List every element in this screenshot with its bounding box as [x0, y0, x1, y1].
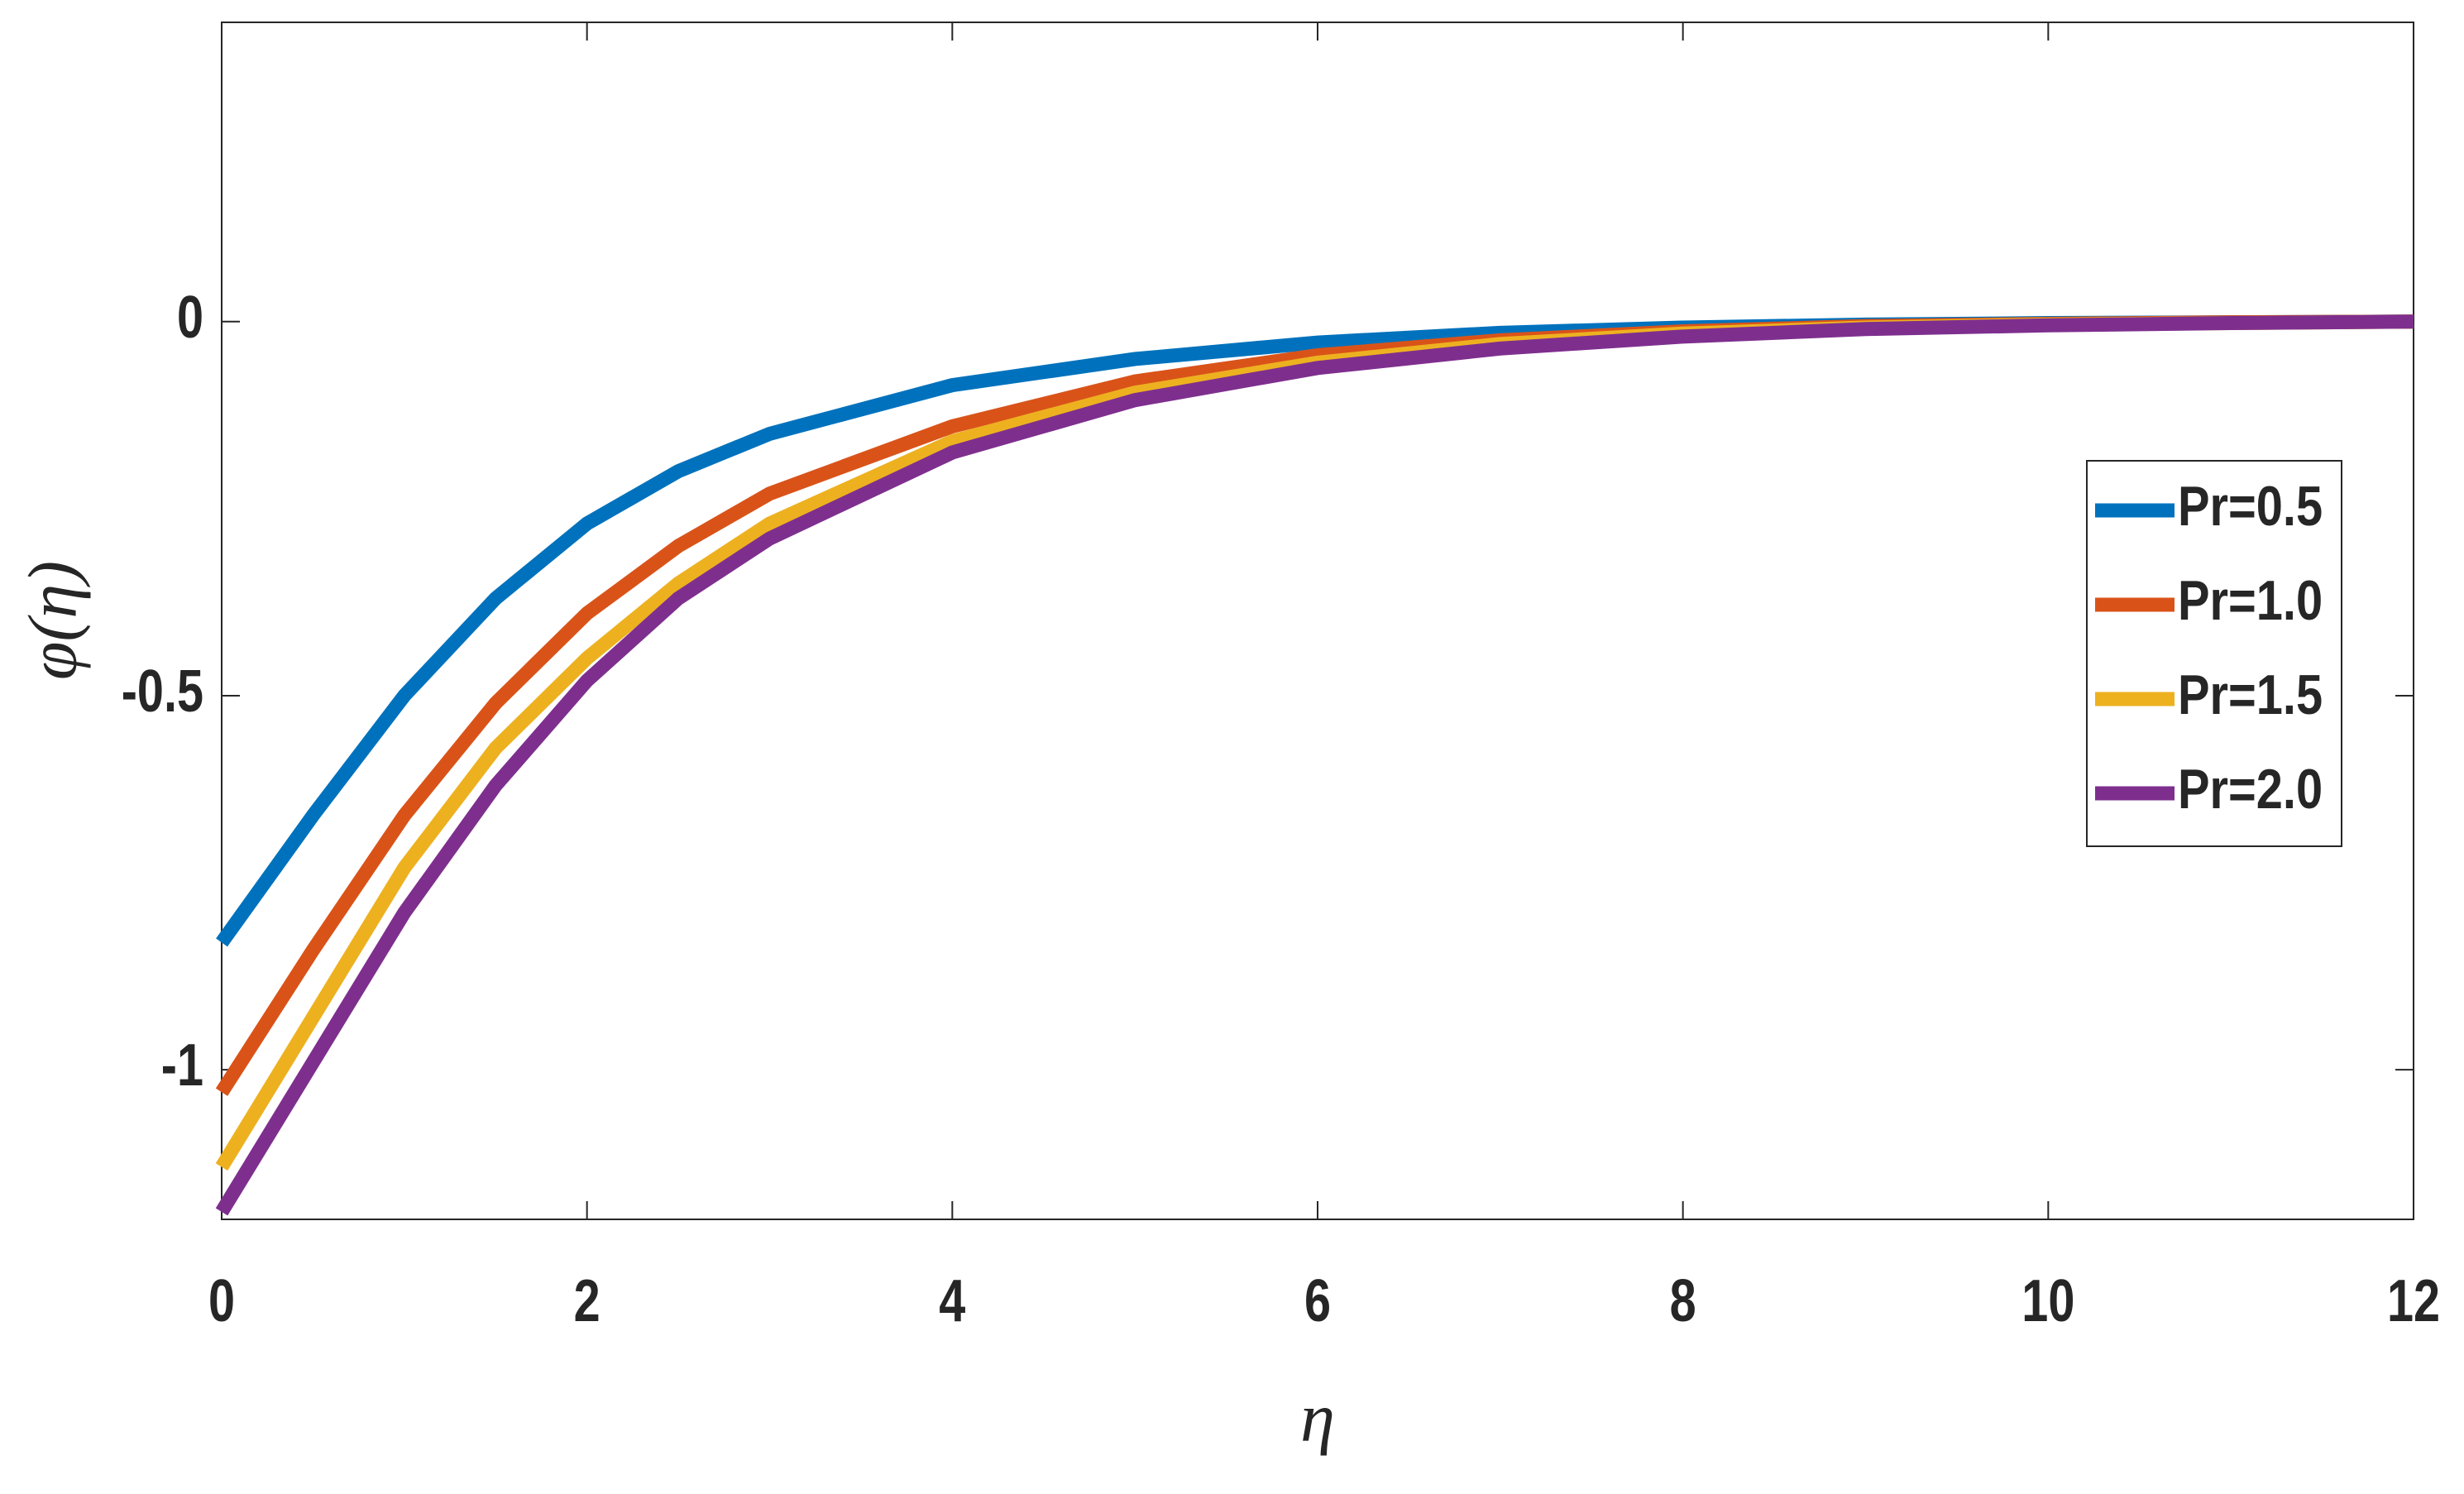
x-tick-label: 6 — [1304, 1267, 1331, 1334]
legend-label: Pr=2.0 — [2178, 759, 2323, 821]
y-tick-label: -0.5 — [122, 658, 203, 725]
series-line — [215, 314, 2414, 1216]
legend-label: Pr=1.5 — [2178, 664, 2323, 726]
y-tick-label: -1 — [161, 1032, 203, 1099]
legend-label: Pr=1.0 — [2178, 570, 2323, 632]
legend-box — [2086, 460, 2342, 847]
y-axis-label: φ(η) — [14, 561, 91, 680]
x-tick-label: 4 — [939, 1267, 965, 1334]
x-tick-label: 0 — [208, 1267, 235, 1334]
plot-area — [221, 22, 2414, 1220]
x-tick-label: 8 — [1670, 1267, 1696, 1334]
x-tick-label: 10 — [2021, 1267, 2074, 1334]
x-axis-label: η — [1300, 1379, 1335, 1456]
y-tick-label: 0 — [177, 284, 203, 351]
x-tick-label: 12 — [2387, 1267, 2440, 1334]
x-tick-label: 2 — [574, 1267, 600, 1334]
legend-label: Pr=0.5 — [2178, 476, 2323, 538]
